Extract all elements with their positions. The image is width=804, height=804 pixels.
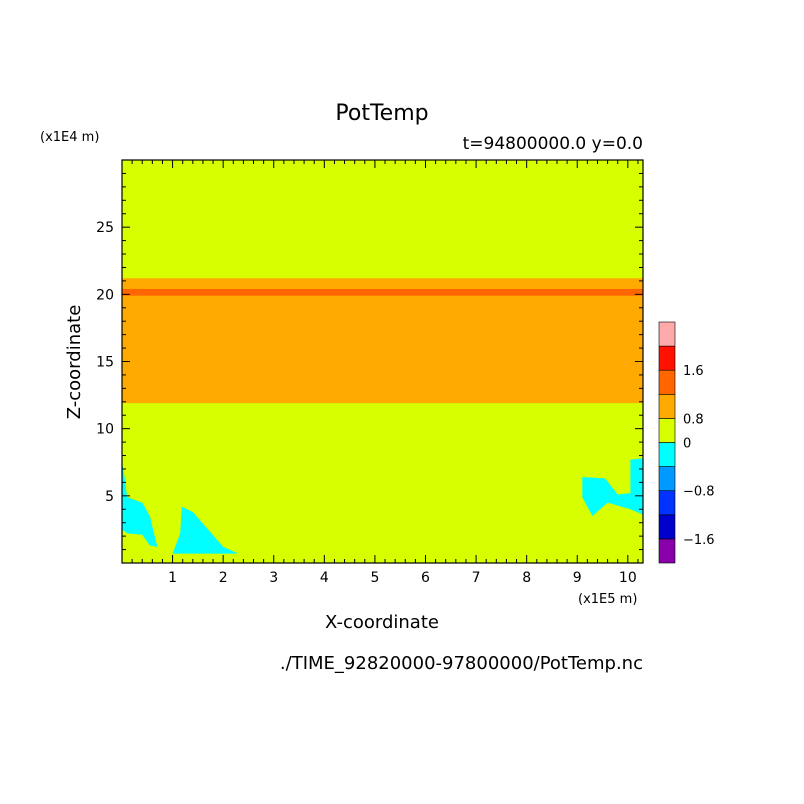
y-tick-label: 20	[96, 287, 114, 303]
colorbar-swatch	[658, 369, 676, 395]
x-tick-label: 3	[269, 570, 278, 586]
y-axis: 5 10 15 20 25	[96, 159, 643, 564]
colorbar-swatch	[658, 514, 676, 540]
x-tick-label: 1	[168, 570, 177, 586]
colorbar-swatch	[658, 466, 676, 492]
x-tick-label: 9	[573, 570, 582, 586]
colorbar-label: 0	[683, 437, 691, 452]
colorbar: 1.6 0.8 0 −0.8 −1.6	[658, 321, 715, 564]
y-axis-unit: (x1E4 m)	[40, 130, 99, 145]
cold-region-2	[582, 458, 643, 516]
colorbar-swatch	[658, 538, 676, 564]
y-tick-label: 15	[96, 355, 114, 371]
x-tick-label: 4	[320, 570, 329, 586]
colorbar-swatch	[658, 490, 676, 516]
x-tick-label: 10	[619, 570, 637, 586]
colorbar-label: −1.6	[683, 533, 715, 548]
band-1	[122, 288, 643, 296]
colorbar-swatch	[658, 418, 676, 443]
cold-region-0	[122, 462, 158, 547]
colorbar-label: −0.8	[683, 485, 715, 500]
colorbar-swatch	[658, 345, 676, 371]
x-axis: 1 2 3 4 5 6 7 8 9 10	[121, 160, 639, 586]
colorbar-swatch	[658, 442, 676, 467]
chart-subtitle: t=94800000.0 y=0.0	[463, 134, 643, 154]
chart-title: PotTemp	[335, 101, 428, 126]
x-tick-label: 5	[370, 570, 379, 586]
contour-field	[122, 160, 643, 563]
x-axis-unit: (x1E5 m)	[578, 592, 637, 607]
x-tick-label: 8	[522, 570, 531, 586]
source-file: ./TIME_92820000-97800000/PotTemp.nc	[280, 653, 643, 674]
y-tick-label: 5	[105, 489, 114, 505]
colorbar-label: 0.8	[683, 412, 704, 427]
colorbar-swatch	[658, 321, 676, 347]
x-tick-label: 7	[472, 570, 481, 586]
y-tick-label: 25	[96, 220, 114, 236]
colorbar-swatch	[658, 393, 676, 419]
x-tick-label: 2	[219, 570, 228, 586]
cold-region-1	[172, 506, 239, 554]
y-axis-label: Z-coordinate	[64, 305, 85, 420]
band-0	[122, 278, 643, 404]
x-tick-label: 6	[421, 570, 430, 586]
x-axis-label: X-coordinate	[325, 612, 439, 633]
colorbar-label: 1.6	[683, 364, 704, 379]
y-tick-label: 10	[96, 422, 114, 438]
